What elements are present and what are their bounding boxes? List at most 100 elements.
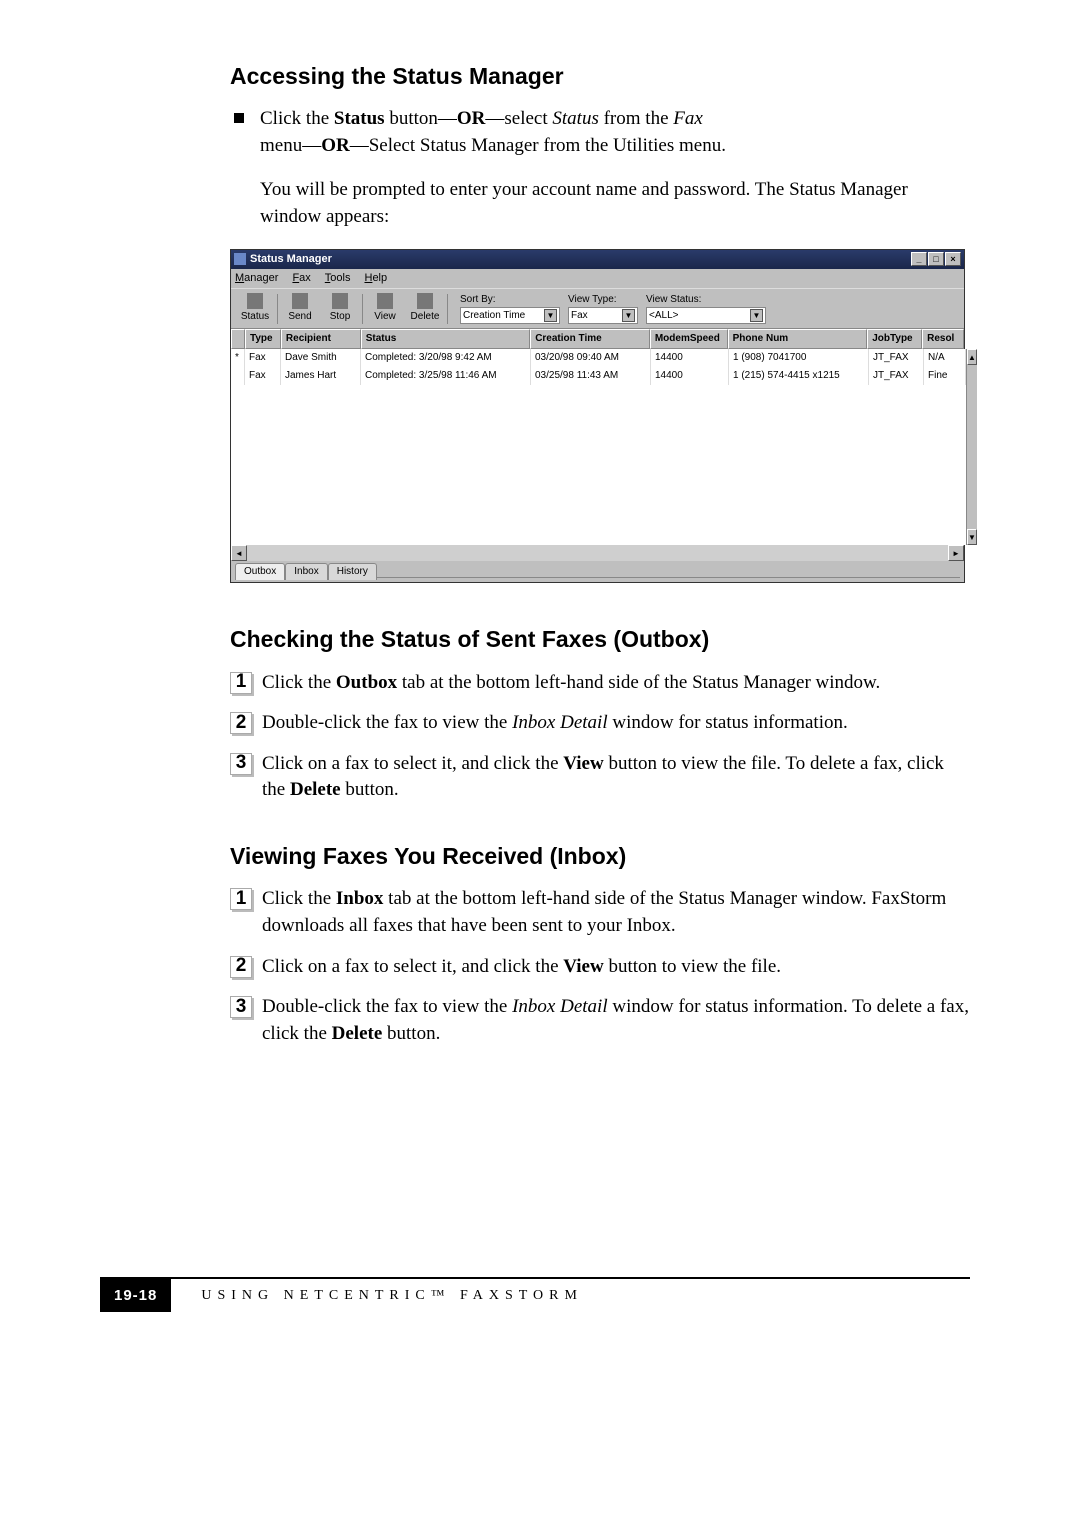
- minimize-button[interactable]: _: [911, 252, 927, 266]
- v: Creation Time: [463, 309, 525, 323]
- col-phone-num[interactable]: Phone Num: [728, 329, 868, 349]
- cell: Fine: [924, 367, 966, 385]
- send-toolbutton[interactable]: Send: [280, 291, 320, 326]
- view-type-combo[interactable]: Fax ▼: [568, 307, 638, 324]
- l: Delete: [411, 310, 440, 324]
- t: from the: [599, 108, 673, 129]
- cell: 1 (215) 574-4415 x1215: [729, 367, 869, 385]
- t: Inbox: [336, 888, 384, 909]
- t: Inbox Detail: [512, 712, 608, 733]
- status-manager-window: Status Manager _ □ × Manager Fax Tools H…: [230, 249, 965, 584]
- separator: [362, 294, 363, 324]
- step-number: 2: [230, 712, 252, 734]
- step-number: 1: [230, 888, 252, 910]
- delete-icon: [417, 293, 433, 309]
- table-row[interactable]: Fax James Hart Completed: 3/25/98 11:46 …: [231, 367, 966, 385]
- tab-outbox[interactable]: Outbox: [235, 563, 285, 580]
- scroll-track[interactable]: [247, 545, 948, 561]
- step-text: Click on a fax to select it, and click t…: [262, 954, 781, 981]
- close-button[interactable]: ×: [945, 252, 961, 266]
- vertical-scrollbar[interactable]: ▲ ▼: [966, 349, 977, 545]
- col-marker[interactable]: [231, 329, 245, 349]
- window-controls: _ □ ×: [911, 252, 961, 266]
- step-1: 1 Click the Outbox tab at the bottom lef…: [230, 670, 970, 697]
- t: —Select Status Manager from the Utilitie…: [350, 135, 726, 156]
- window-title: Status Manager: [250, 252, 332, 267]
- l: Stop: [330, 310, 351, 324]
- t: Outbox: [336, 672, 397, 693]
- status-icon: [247, 293, 263, 309]
- delete-toolbutton[interactable]: Delete: [405, 291, 445, 326]
- cell: 03/20/98 09:40 AM: [531, 349, 651, 367]
- scroll-left-icon[interactable]: ◄: [231, 545, 247, 561]
- step-number: 2: [230, 956, 252, 978]
- tab-line: [377, 577, 960, 580]
- page-number: 19-18: [100, 1279, 171, 1312]
- cell: Dave Smith: [281, 349, 361, 367]
- menu-fax[interactable]: Fax: [292, 271, 310, 286]
- sort-by-label: Sort By:: [460, 293, 560, 307]
- t: button.: [382, 1023, 440, 1044]
- grid-body-wrap: * Fax Dave Smith Completed: 3/20/98 9:42…: [231, 349, 964, 545]
- bullet-list: Click the Status button—OR—select Status…: [234, 106, 970, 159]
- l: Status: [241, 310, 269, 324]
- t: Double-click the fax to view the: [262, 712, 512, 733]
- step-text: Click on a fax to select it, and click t…: [262, 751, 970, 804]
- step-3: 3 Double-click the fax to view the Inbox…: [230, 994, 970, 1047]
- t: button to view the file.: [604, 956, 781, 977]
- menu-manager[interactable]: Manager: [235, 271, 278, 286]
- menubar: Manager Fax Tools Help: [231, 269, 964, 288]
- maximize-button[interactable]: □: [928, 252, 944, 266]
- step-2: 2 Double-click the fax to view the Inbox…: [230, 710, 970, 737]
- scroll-up-icon[interactable]: ▲: [967, 349, 977, 365]
- t: Inbox Detail: [512, 996, 608, 1017]
- heading-accessing: Accessing the Status Manager: [230, 60, 970, 92]
- col-modemspeed[interactable]: ModemSpeed: [650, 329, 728, 349]
- status-toolbutton[interactable]: Status: [235, 291, 275, 326]
- col-type[interactable]: Type: [245, 329, 281, 349]
- t: View: [563, 753, 603, 774]
- footer-text: USING NETCENTRIC™ FAXSTORM: [201, 1286, 583, 1306]
- v: <ALL>: [649, 309, 678, 323]
- t: OR: [457, 108, 486, 129]
- stop-toolbutton[interactable]: Stop: [320, 291, 360, 326]
- step-text: Click the Outbox tab at the bottom left-…: [262, 670, 880, 697]
- tab-history[interactable]: History: [328, 563, 377, 580]
- t: tab at the bottom left-hand side of the …: [397, 672, 880, 693]
- scroll-right-icon[interactable]: ►: [948, 545, 964, 561]
- view-status-label: View Status:: [646, 293, 766, 307]
- cell: Completed: 3/25/98 11:46 AM: [361, 367, 531, 385]
- menu-tools[interactable]: Tools: [325, 271, 351, 286]
- view-status-combo[interactable]: <ALL>▼: [646, 307, 766, 324]
- step-number: 3: [230, 753, 252, 775]
- view-toolbutton[interactable]: View: [365, 291, 405, 326]
- l: View: [374, 310, 396, 324]
- horizontal-scrollbar[interactable]: ◄ ►: [231, 545, 964, 561]
- step-number: 1: [230, 672, 252, 694]
- scroll-down-icon[interactable]: ▼: [967, 529, 977, 545]
- t: Click on a fax to select it, and click t…: [262, 753, 563, 774]
- table-row[interactable]: * Fax Dave Smith Completed: 3/20/98 9:42…: [231, 349, 966, 367]
- col-creation-time[interactable]: Creation Time: [530, 329, 650, 349]
- col-resol[interactable]: Resol: [922, 329, 964, 349]
- view-type-group: View Type: Fax▼: [568, 293, 638, 324]
- cell: 1 (908) 7041700: [729, 349, 869, 367]
- t: View: [563, 956, 603, 977]
- cell: N/A: [924, 349, 966, 367]
- chevron-down-icon: ▼: [622, 309, 635, 322]
- col-status[interactable]: Status: [361, 329, 531, 349]
- menu-help[interactable]: Help: [364, 271, 387, 286]
- cell: Fax: [245, 349, 281, 367]
- col-jobtype[interactable]: JobType: [867, 329, 922, 349]
- l: Send: [288, 310, 311, 324]
- cell: JT_FAX: [869, 367, 924, 385]
- step-3: 3 Click on a fax to select it, and click…: [230, 751, 970, 804]
- sort-by-combo[interactable]: Creation Time▼: [460, 307, 560, 324]
- t: Double-click the fax to view the: [262, 996, 512, 1017]
- v: Fax: [571, 309, 588, 323]
- cell: [231, 367, 245, 385]
- cell: Completed: 3/20/98 9:42 AM: [361, 349, 531, 367]
- step-2: 2 Click on a fax to select it, and click…: [230, 954, 970, 981]
- col-recipient[interactable]: Recipient: [281, 329, 361, 349]
- tab-inbox[interactable]: Inbox: [285, 563, 327, 580]
